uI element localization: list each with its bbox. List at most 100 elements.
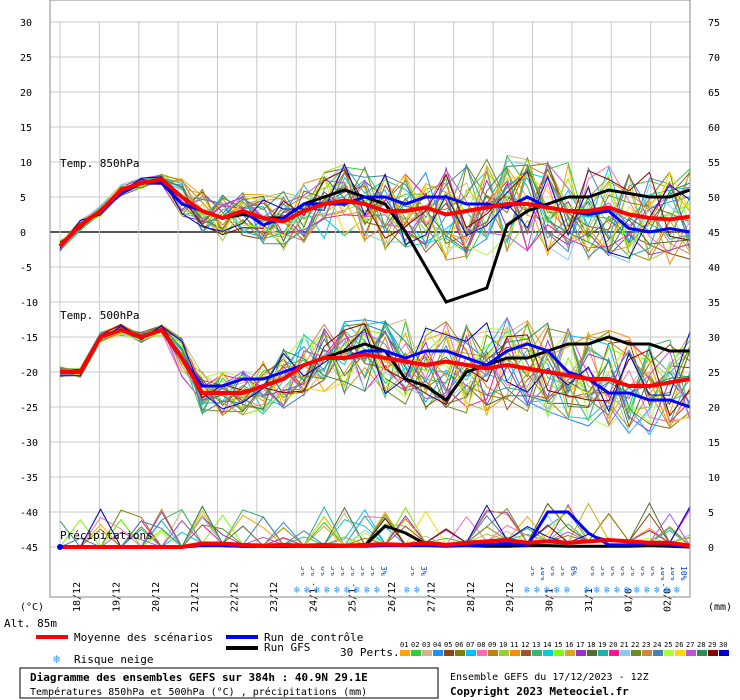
perturbation-legend-label: 25	[664, 641, 672, 649]
snow-flake-icon: ❄	[524, 585, 531, 596]
t500-panel-label: Temp. 500hPa	[60, 309, 139, 322]
perturbation-legend-label: 21	[620, 641, 628, 649]
perturbation-legend-label: 01	[400, 641, 408, 649]
perturbation-legend-swatch	[510, 650, 520, 656]
snow-risk-percent: 6%	[619, 566, 628, 576]
left-tick-label: -45	[20, 543, 38, 554]
snow-flake-icon: ❄	[634, 585, 641, 596]
snow-risk-box	[344, 565, 353, 589]
perturbation-15-t850	[59, 158, 691, 252]
left-tick-label: 30	[20, 18, 32, 29]
footer-title: Diagramme des ensembles GEFS sur 384h : …	[30, 671, 368, 684]
snow-flake-icon: ❄	[414, 585, 421, 596]
perturbation-legend-swatch	[554, 650, 564, 656]
snow-flake-icon: ❄	[674, 585, 681, 596]
snow-flake-icon: ❄	[564, 585, 571, 596]
perturbation-legend-swatch	[675, 650, 685, 656]
perturbation-legend-swatch	[532, 650, 542, 656]
right-tick-label: 40	[708, 263, 720, 274]
perturbation-legend-swatch	[598, 650, 608, 656]
perturbation-legend-swatch	[642, 650, 652, 656]
left-tick-label: 20	[20, 88, 32, 99]
snow-flake-icon: ❄	[614, 585, 621, 596]
perturbation-legend-label: 16	[565, 641, 573, 649]
perturbation-legend-label: 29	[708, 641, 716, 649]
snow-risk-percent: 3%	[379, 566, 388, 576]
snow-flake-icon: ❄	[534, 585, 541, 596]
snow-risk-box	[544, 565, 553, 589]
snow-risk-box	[314, 565, 323, 589]
perturbation-legend-label: 05	[444, 641, 452, 649]
left-tick-label: -10	[20, 298, 38, 309]
perturbation-legend-swatch	[664, 650, 674, 656]
snow-risk-percent: 3%	[529, 566, 538, 576]
snow-risk-percent: 10%	[539, 566, 548, 581]
snow-risk-box	[624, 565, 633, 589]
right-tick-label: 0	[708, 543, 714, 554]
snow-risk-box	[414, 565, 423, 589]
right-tick-label: 45	[708, 228, 720, 239]
perturbation-legend-label: 03	[422, 641, 430, 649]
snow-risk-percent: 3%	[599, 566, 608, 576]
perturbation-legend-label: 09	[488, 641, 496, 649]
series-0-t850-line	[58, 177, 691, 248]
grid	[50, 21, 691, 548]
perturbation-legend-label: 17	[576, 641, 584, 649]
perturbation-legend-label: 26	[675, 641, 683, 649]
snow-flake-icon: ❄	[404, 585, 411, 596]
snow-risk-percent: 6%	[609, 566, 618, 576]
snow-flake-icon: ❄	[324, 585, 331, 596]
series-0-t500-line	[60, 327, 691, 395]
right-tick-label: 15	[708, 438, 720, 449]
right-tick-label: 55	[708, 158, 720, 169]
snow-flake-icon: ❄	[644, 585, 651, 596]
precip-panel-label: Précipitations	[60, 529, 153, 542]
series-0-precip-line	[60, 537, 691, 549]
perturbation-legend-label: 22	[631, 641, 639, 649]
left-tick-label: -30	[20, 438, 38, 449]
left-tick-label: 10	[20, 158, 32, 169]
perturbation-30-t500	[59, 322, 691, 413]
perturbation-legend-label: 11	[510, 641, 518, 649]
perturbation-17-t850	[59, 166, 691, 257]
left-tick-label: 0	[20, 228, 26, 239]
perturbation-legend-label: 06	[455, 641, 463, 649]
main-series	[57, 177, 691, 550]
perturbation-legend-swatch	[708, 650, 718, 656]
snow-risk-percent: 6%	[639, 566, 648, 576]
snow-risk-box	[594, 565, 603, 589]
perturbation-legend-swatch	[521, 650, 531, 656]
snow-risk-box	[404, 565, 413, 589]
snow-risk-box	[324, 565, 333, 589]
perturbation-legend-swatch	[587, 650, 597, 656]
t850-panel-label: Temp. 850hPa	[60, 157, 139, 170]
left-tick-label: -20	[20, 368, 38, 379]
snow-risk-box	[364, 565, 373, 589]
right-tick-label: 50	[708, 193, 720, 204]
snow-risk-percent: 3%	[299, 566, 308, 576]
snow-risk-percent: 3%	[559, 566, 568, 576]
legend-gfs-label: Run GFS	[264, 641, 310, 654]
perturbation-legend-label: 13	[532, 641, 540, 649]
legend-snow-icon: ❄	[53, 652, 60, 666]
perturbation-legend-swatch	[631, 650, 641, 656]
snow-risk-box	[304, 565, 313, 589]
right-tick-label: 30	[708, 333, 720, 344]
snow-risk-percent: 3%	[419, 566, 428, 576]
snow-risk-percent: 3%	[329, 566, 338, 576]
perturbation-legend-label: 28	[697, 641, 705, 649]
perturbation-legend-swatch	[499, 650, 509, 656]
perturbation-legend-swatch	[543, 650, 553, 656]
snow-flake-icon: ❄	[334, 585, 341, 596]
snow-risk-box	[524, 565, 533, 589]
snow-flake-icon: ❄	[604, 585, 611, 596]
right-tick-label: 75	[708, 18, 720, 29]
right-tick-label: 35	[708, 298, 720, 309]
snow-risk-box	[634, 565, 643, 589]
legend-perts-label: 30 Perts.	[340, 646, 400, 659]
perturbation-legend-swatch	[477, 650, 487, 656]
perturbation-legend-label: 12	[521, 641, 529, 649]
footer-copyright: Copyright 2023 Meteociel.fr	[450, 685, 629, 698]
